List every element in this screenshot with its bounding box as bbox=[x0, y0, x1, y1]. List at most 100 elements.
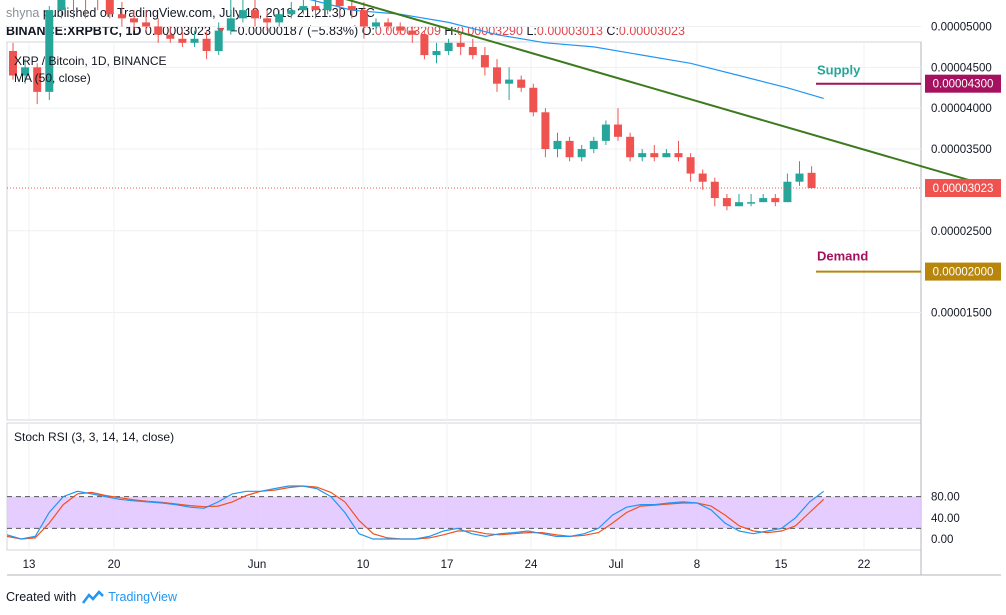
candle bbox=[214, 22, 223, 56]
time-tick-label: 17 bbox=[441, 559, 454, 571]
candle-body bbox=[202, 38, 211, 52]
candle bbox=[807, 166, 816, 189]
candle bbox=[541, 108, 550, 158]
candle bbox=[57, 0, 66, 19]
demand-price-tag-label: 0.00002000 bbox=[933, 267, 994, 279]
candle-body bbox=[589, 140, 598, 150]
candle-body bbox=[372, 22, 380, 27]
candle-body bbox=[601, 124, 610, 141]
price-tick-label: 0.00001500 bbox=[931, 307, 992, 319]
candle bbox=[226, 0, 235, 35]
candle bbox=[238, 0, 247, 23]
candle-body bbox=[807, 172, 816, 189]
price-tick-label: 0.00002500 bbox=[931, 226, 992, 238]
candle-body bbox=[251, 10, 259, 19]
candle-body bbox=[505, 79, 514, 84]
candle bbox=[577, 144, 586, 162]
candle bbox=[73, 0, 74, 19]
candle-body bbox=[238, 10, 247, 19]
candle-body bbox=[226, 18, 235, 31]
candle bbox=[614, 108, 622, 141]
candle bbox=[480, 46, 489, 76]
candle bbox=[710, 177, 719, 207]
supply-price-tag-label: 0.00004300 bbox=[933, 79, 994, 91]
ohlc-low-value: 0.00003013 bbox=[536, 24, 603, 38]
candle-body bbox=[287, 10, 296, 15]
candle-body bbox=[638, 153, 647, 158]
candle bbox=[263, 10, 272, 31]
tradingview-brand[interactable]: TradingView bbox=[108, 590, 177, 604]
time-tick-label: 15 bbox=[775, 559, 788, 571]
ohlc-close-label: C: bbox=[606, 24, 619, 38]
candle bbox=[517, 75, 526, 92]
candle bbox=[130, 10, 138, 31]
candle-body bbox=[263, 18, 272, 23]
candle bbox=[735, 193, 743, 207]
time-tick-label: Jul bbox=[609, 559, 624, 571]
candle bbox=[432, 42, 441, 64]
candle-body bbox=[323, 0, 332, 11]
current-price-tag-label: 0.00003023 bbox=[933, 183, 994, 195]
candle bbox=[323, 0, 332, 15]
ohlc-close: C:0.00003023 bbox=[606, 24, 685, 38]
ma-indicator-label: MA (50, close) bbox=[14, 71, 91, 85]
candle bbox=[33, 63, 42, 105]
candle bbox=[638, 149, 647, 162]
ohlc-high-value: 0.00003290 bbox=[456, 24, 523, 38]
candle-body bbox=[614, 124, 622, 137]
candle-body bbox=[444, 42, 453, 52]
candle bbox=[384, 18, 393, 31]
candle-body bbox=[154, 26, 163, 35]
candle bbox=[287, 1, 296, 19]
rsi-tick-label: 40.00 bbox=[931, 513, 960, 525]
candle bbox=[795, 161, 804, 186]
candle bbox=[626, 132, 635, 162]
candle-body bbox=[9, 51, 17, 76]
candle-body bbox=[698, 173, 707, 182]
price-tick-label: 0.00004500 bbox=[931, 62, 992, 74]
candle bbox=[553, 132, 562, 158]
candle-body bbox=[541, 112, 550, 150]
ma50-line bbox=[309, 0, 824, 99]
candle bbox=[771, 193, 780, 207]
candle bbox=[589, 136, 598, 154]
candle bbox=[299, 0, 308, 15]
candle-body bbox=[359, 10, 368, 27]
publisher-username[interactable]: shyna bbox=[6, 6, 40, 20]
candle-body bbox=[105, 0, 114, 15]
candle bbox=[747, 193, 756, 207]
time-tick-label: 8 bbox=[694, 559, 700, 571]
candle bbox=[444, 38, 453, 56]
demand-price-tag bbox=[925, 262, 1001, 281]
candle bbox=[565, 136, 574, 162]
candle bbox=[142, 10, 151, 31]
candle-body bbox=[747, 202, 756, 204]
candle-body bbox=[178, 38, 187, 43]
candle-body bbox=[396, 26, 405, 31]
candle-body bbox=[529, 87, 538, 113]
candle-body bbox=[214, 30, 223, 52]
candle-body bbox=[577, 149, 586, 158]
candle bbox=[674, 140, 683, 162]
symbol-name: BINANCE:XRPBTC, 1D bbox=[6, 24, 142, 38]
candle bbox=[372, 18, 380, 31]
candle bbox=[468, 38, 477, 60]
candle-body bbox=[142, 22, 151, 27]
candle-body bbox=[117, 14, 126, 19]
candle-body bbox=[626, 136, 635, 158]
candle bbox=[117, 1, 126, 27]
candle-body bbox=[686, 157, 695, 174]
time-tick-label: 24 bbox=[525, 559, 538, 571]
candle-body bbox=[456, 42, 465, 47]
candle-body bbox=[299, 6, 308, 11]
candle bbox=[456, 34, 465, 56]
candle-body bbox=[517, 79, 526, 88]
resistance-trendline[interactable] bbox=[328, 0, 970, 182]
candle-body bbox=[335, 0, 344, 7]
ohlc-low: L:0.00003013 bbox=[526, 24, 606, 38]
ohlc-low-label: L: bbox=[526, 24, 537, 38]
candle bbox=[45, 6, 54, 101]
candle bbox=[347, 0, 356, 19]
tradingview-logo-icon bbox=[82, 590, 105, 604]
